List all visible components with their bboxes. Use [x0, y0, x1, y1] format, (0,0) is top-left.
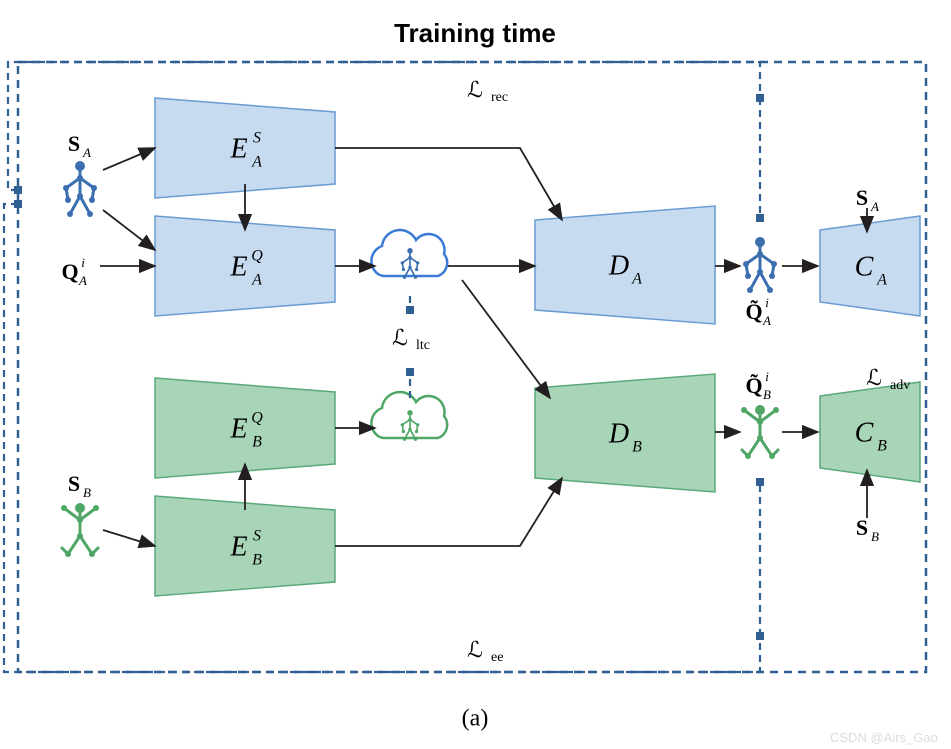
skeleton-label-QB_out: Q̃iB: [745, 369, 771, 402]
svg-text:C: C: [855, 417, 874, 448]
svg-text:A: A: [762, 313, 771, 328]
arrow: [103, 530, 155, 546]
svg-text:B: B: [632, 439, 642, 456]
svg-text:S: S: [253, 528, 261, 545]
skeleton-icon: [61, 503, 99, 557]
skeleton-label-SA_in: SA: [68, 131, 91, 160]
svg-text:S: S: [856, 515, 868, 540]
svg-text:ee: ee: [491, 650, 503, 665]
training-box: [18, 62, 926, 672]
svg-text:i: i: [81, 255, 85, 270]
svg-text:B: B: [83, 485, 91, 500]
svg-text:S: S: [253, 130, 261, 147]
svg-text:E: E: [229, 133, 247, 164]
svg-text:Q: Q: [251, 410, 263, 427]
svg-text:ltc: ltc: [416, 338, 430, 353]
svg-text:i: i: [765, 369, 769, 384]
skeleton-label-QA_out: Q̃iA: [745, 295, 771, 328]
svg-text:A: A: [78, 273, 87, 288]
label-SB_bot: SB: [856, 515, 879, 544]
svg-text:B: B: [252, 434, 262, 451]
skeleton-icon: [63, 161, 97, 217]
svg-text:Q̃: Q̃: [745, 373, 762, 398]
svg-text:A: A: [251, 154, 262, 171]
watermark: CSDN @Airs_Gao: [830, 730, 938, 745]
skeleton-label-SB_in: SB: [68, 471, 91, 500]
svg-text:adv: adv: [890, 378, 910, 393]
svg-text:B: B: [763, 387, 771, 402]
loss-end-marker: [756, 478, 764, 486]
arrow: [335, 478, 562, 546]
loss-connector: [8, 62, 760, 190]
svg-text:S: S: [68, 131, 80, 156]
svg-text:ℒ: ℒ: [467, 637, 483, 662]
cloud-cloud_A: [371, 230, 447, 279]
svg-text:D: D: [608, 418, 629, 449]
loss-end-marker: [756, 214, 764, 222]
svg-text:Q: Q: [61, 259, 78, 284]
skeleton-SB_in: [61, 503, 99, 557]
svg-text:Q: Q: [251, 248, 263, 265]
svg-text:ℒ: ℒ: [467, 77, 483, 102]
svg-text:Q̃: Q̃: [745, 299, 762, 324]
cloud-cloud_B: [371, 392, 447, 441]
svg-text:E: E: [229, 531, 247, 562]
svg-text:E: E: [229, 413, 247, 444]
svg-text:S: S: [68, 471, 80, 496]
svg-text:A: A: [876, 272, 887, 289]
svg-text:A: A: [870, 199, 879, 214]
subcaption: (a): [462, 706, 489, 732]
svg-text:B: B: [877, 438, 887, 455]
svg-text:B: B: [871, 529, 879, 544]
skeleton-label-QA_in: QiA: [61, 255, 87, 288]
skeleton-icon: [741, 405, 779, 459]
arrow: [103, 210, 155, 250]
arrow: [103, 148, 155, 170]
svg-text:rec: rec: [491, 90, 508, 105]
svg-text:A: A: [82, 145, 91, 160]
svg-text:S: S: [856, 185, 868, 210]
loss-end-marker: [406, 368, 414, 376]
svg-text:ℒ: ℒ: [866, 365, 882, 390]
svg-text:A: A: [631, 271, 642, 288]
svg-text:A: A: [251, 272, 262, 289]
svg-text:D: D: [608, 250, 629, 281]
skeleton-QA_out: [743, 237, 777, 293]
loss-label-L_ee: ℒee: [467, 637, 503, 665]
loss-label-L_ltc: ℒltc: [392, 325, 430, 353]
svg-text:C: C: [855, 251, 874, 282]
svg-text:E: E: [229, 251, 247, 282]
svg-text:ℒ: ℒ: [392, 325, 408, 350]
skeleton-QB_out: [741, 405, 779, 459]
svg-text:i: i: [765, 295, 769, 310]
skeleton-icon: [743, 237, 777, 293]
loss-label-L_rec: ℒrec: [467, 77, 508, 105]
svg-text:B: B: [252, 552, 262, 569]
arrow: [335, 148, 562, 220]
skeleton-SA_in: [63, 161, 97, 217]
diagram-title: Training time: [394, 18, 556, 48]
loss-end-marker: [406, 306, 414, 314]
